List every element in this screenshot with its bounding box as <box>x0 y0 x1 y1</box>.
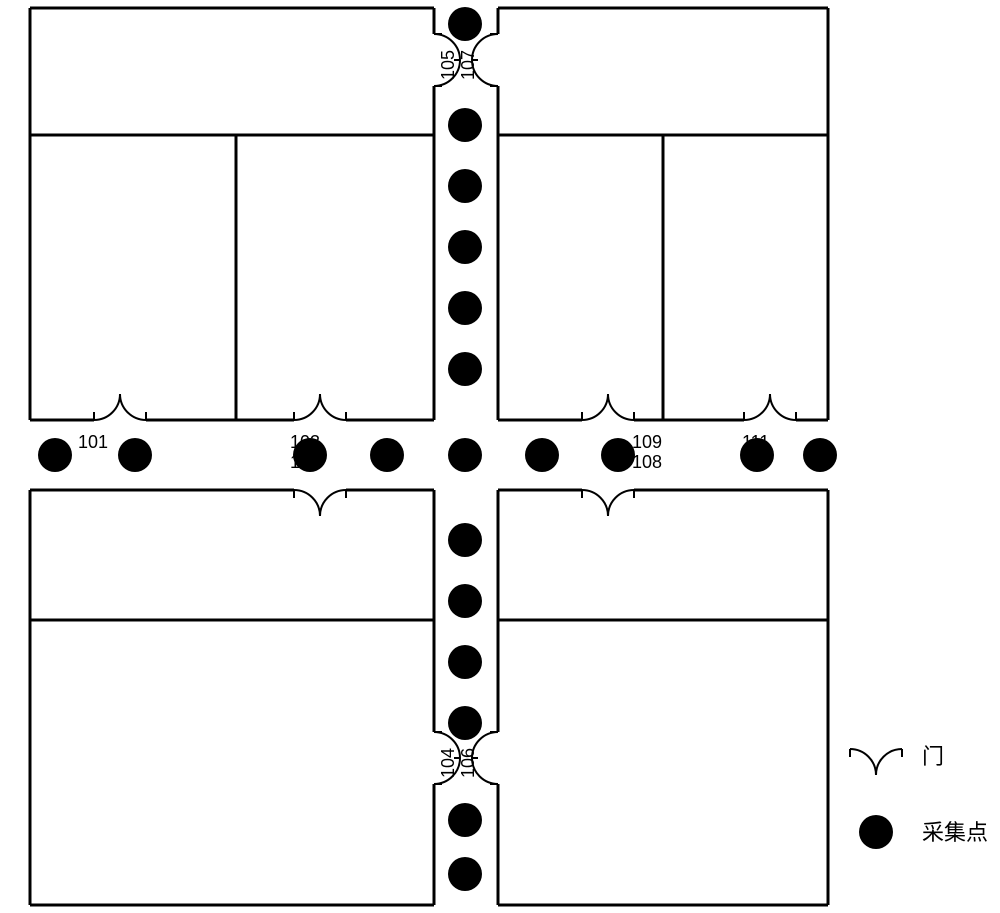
door-102 <box>294 490 346 516</box>
room-top-left <box>30 8 434 420</box>
collection-point <box>601 438 635 472</box>
door-label: 103 <box>290 432 320 452</box>
door-label: 108 <box>632 452 662 472</box>
collection-point <box>803 438 837 472</box>
legend-door-icon <box>850 749 902 775</box>
room-bottom-right <box>498 490 828 905</box>
door-label: 111 <box>742 432 769 452</box>
collection-point <box>448 803 482 837</box>
collection-point <box>448 291 482 325</box>
door-109 <box>582 394 634 420</box>
collection-point <box>448 584 482 618</box>
collection-point <box>38 438 72 472</box>
legend-point-icon <box>859 815 893 849</box>
collection-point <box>448 7 482 41</box>
collection-point <box>448 645 482 679</box>
collection-point <box>118 438 152 472</box>
collection-point <box>448 352 482 386</box>
door-label: 109 <box>632 432 662 452</box>
collection-point <box>525 438 559 472</box>
collection-point <box>448 857 482 891</box>
room-top-right <box>498 8 828 420</box>
door-label: 106 <box>458 748 478 778</box>
door-101 <box>94 394 146 420</box>
door-label: 101 <box>78 432 108 452</box>
collection-point <box>448 438 482 472</box>
door-111 <box>744 394 796 420</box>
door-label: 104 <box>438 748 458 778</box>
collection-point <box>448 169 482 203</box>
floorplan-diagram: 101 103102 109108 111 105107 104106 门采集点 <box>0 0 1000 913</box>
collection-point <box>448 706 482 740</box>
door-label: 107 <box>458 50 478 80</box>
door-103 <box>294 394 346 420</box>
collection-point <box>448 523 482 557</box>
legend-door-label: 门 <box>922 744 944 769</box>
door-label: 102 <box>290 452 320 472</box>
room-bottom-left <box>30 490 434 905</box>
door-label: 105 <box>438 50 458 80</box>
collection-point <box>448 108 482 142</box>
collection-point <box>448 230 482 264</box>
collection-point <box>370 438 404 472</box>
legend-point-label: 采集点 <box>922 820 988 845</box>
door-108 <box>582 490 634 516</box>
